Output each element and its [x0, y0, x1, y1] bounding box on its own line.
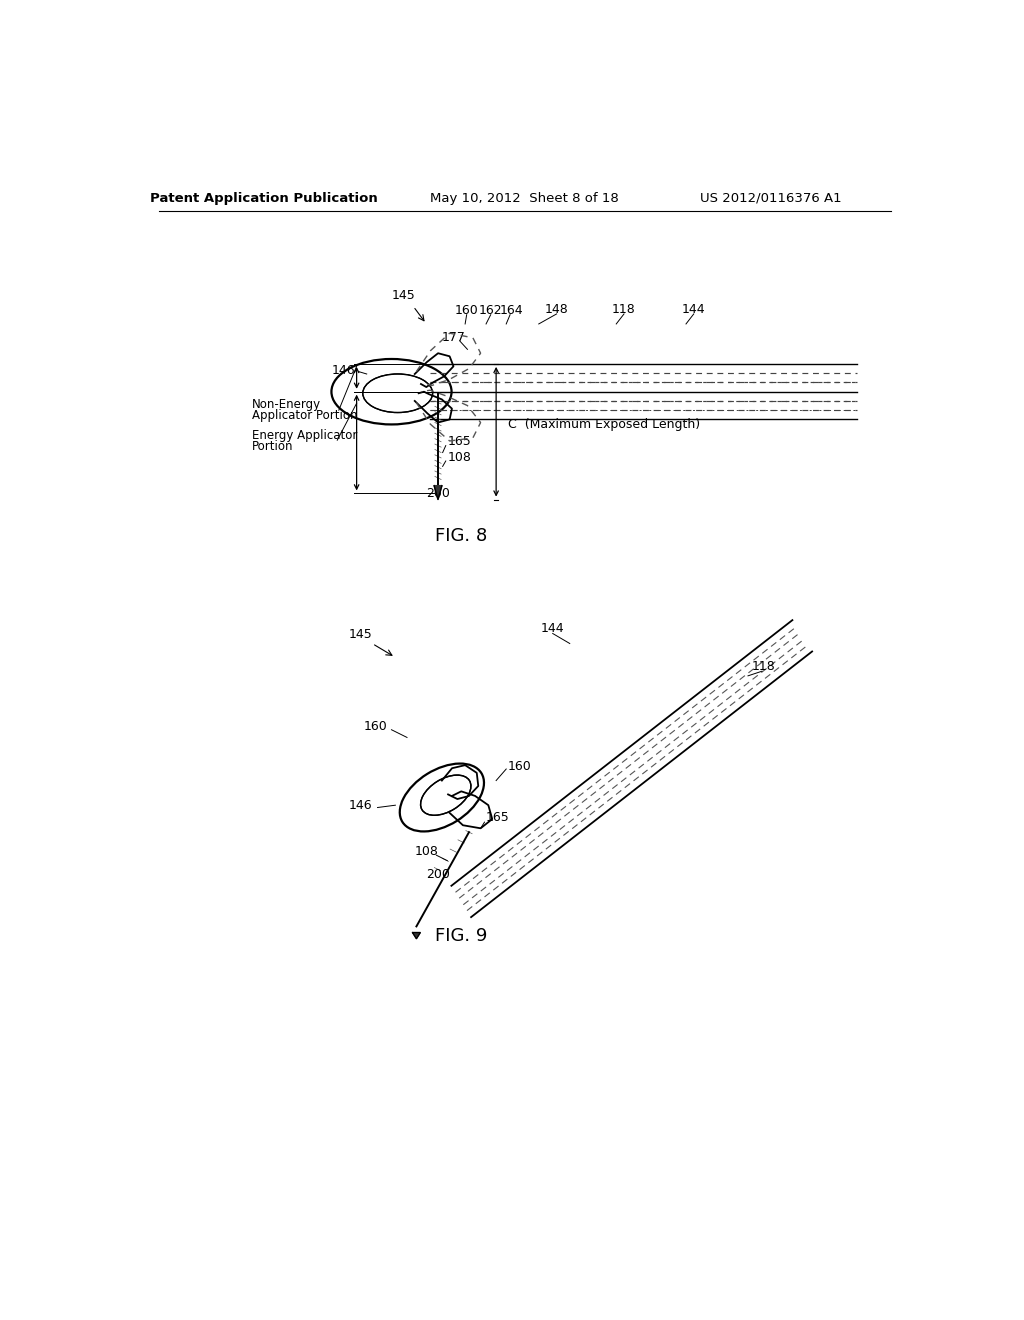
Text: 144: 144 [682, 302, 706, 315]
Text: 145: 145 [391, 289, 415, 302]
Text: 118: 118 [612, 302, 636, 315]
Text: Patent Application Publication: Patent Application Publication [150, 191, 378, 205]
Text: 160: 160 [508, 760, 531, 774]
Text: Energy Applicator: Energy Applicator [252, 429, 357, 442]
Text: May 10, 2012  Sheet 8 of 18: May 10, 2012 Sheet 8 of 18 [430, 191, 620, 205]
Text: 200: 200 [426, 869, 450, 880]
Text: US 2012/0116376 A1: US 2012/0116376 A1 [700, 191, 842, 205]
Ellipse shape [421, 776, 470, 814]
Text: 148: 148 [545, 302, 568, 315]
Text: FIG. 9: FIG. 9 [435, 927, 487, 945]
Text: 146: 146 [332, 363, 355, 376]
Text: 108: 108 [415, 845, 438, 858]
Text: FIG. 8: FIG. 8 [435, 527, 487, 545]
Text: Portion: Portion [252, 440, 294, 453]
Text: C  (Maximum Exposed Length): C (Maximum Exposed Length) [508, 417, 699, 430]
Text: 145: 145 [348, 628, 373, 640]
Text: 164: 164 [500, 305, 523, 317]
Text: 165: 165 [486, 810, 510, 824]
Text: 118: 118 [752, 660, 775, 673]
Text: 144: 144 [541, 622, 564, 635]
Text: 165: 165 [447, 436, 471, 449]
Text: 160: 160 [365, 721, 388, 733]
Text: 162: 162 [479, 305, 503, 317]
Text: 108: 108 [447, 450, 471, 463]
Polygon shape [434, 486, 442, 499]
Text: 160: 160 [455, 305, 478, 317]
Polygon shape [413, 932, 420, 939]
Ellipse shape [364, 375, 432, 412]
Text: 146: 146 [349, 799, 373, 812]
Text: Applicator Portion: Applicator Portion [252, 409, 357, 422]
Text: Non-Energy: Non-Energy [252, 399, 322, 412]
Text: 200: 200 [426, 487, 450, 500]
Text: 177: 177 [441, 331, 466, 345]
